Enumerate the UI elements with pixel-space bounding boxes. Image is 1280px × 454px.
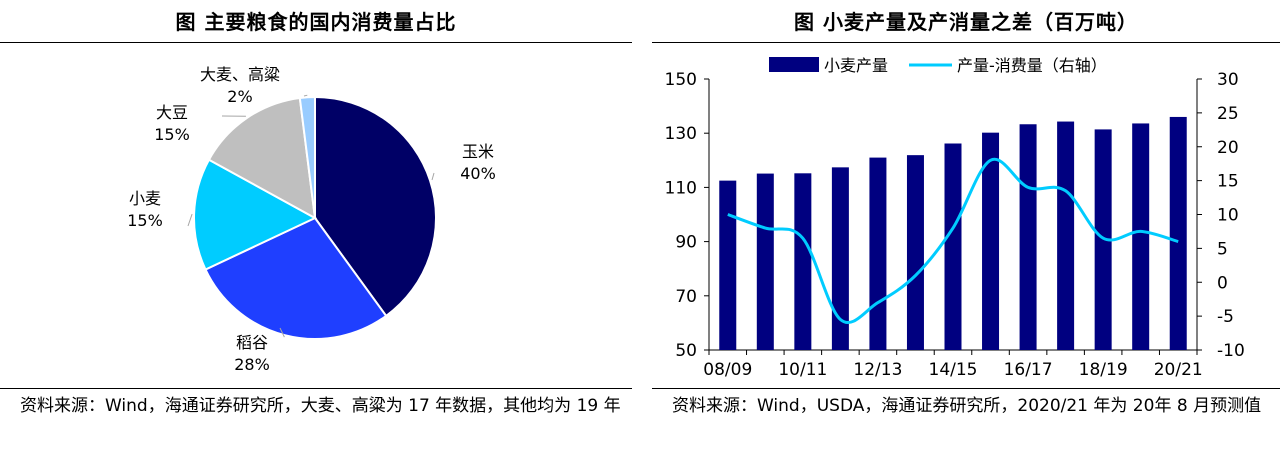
x-tick-label-6: 14/15 xyxy=(929,360,978,380)
pie-title-rule xyxy=(0,42,632,43)
left-y-tick-label-2: 90 xyxy=(675,233,697,253)
wheat-production-bar-2 xyxy=(794,173,812,350)
pie-slice-label-4: 大麦、高粱 xyxy=(200,65,280,84)
pie-slice-2 xyxy=(193,158,318,271)
pie-slice-3 xyxy=(207,96,317,220)
legend-bar-label: 小麦产量 xyxy=(824,56,888,75)
right-y-tick-label-4: 10 xyxy=(1217,206,1239,226)
left-y-tick-label-3: 110 xyxy=(665,178,697,198)
x-tick-label-10: 18/19 xyxy=(1079,360,1128,380)
pie-slice-value-2: 15% xyxy=(127,211,163,230)
pie-slice-value-1: 28% xyxy=(234,355,270,374)
wheat-production-bar-1 xyxy=(756,173,774,350)
wheat-production-bar-9 xyxy=(1057,121,1075,350)
right-y-tick-label-2: 0 xyxy=(1217,273,1228,293)
x-tick-label-2: 10/11 xyxy=(778,360,827,380)
right-y-tick-label-6: 20 xyxy=(1217,138,1239,158)
pie-leader-line-0 xyxy=(431,172,435,181)
right-y-tick-label-1: -5 xyxy=(1217,307,1234,327)
pie-chart-title: 图 主要粮食的国内消费量占比 xyxy=(175,10,457,34)
wheat-production-bar-7 xyxy=(982,132,1000,350)
combo-source-note: 资料来源：Wind，USDA，海通证券研究所，2020/21 年为 20年 8 … xyxy=(672,396,1262,416)
pie-slice-1 xyxy=(204,216,388,340)
wheat-production-bar-5 xyxy=(906,155,924,350)
pie-leader-line-1 xyxy=(279,327,285,338)
pie-slice-value-0: 40% xyxy=(460,164,496,183)
x-tick-label-4: 12/13 xyxy=(853,360,902,380)
left-y-tick-label-0: 50 xyxy=(675,341,697,361)
x-tick-label-0: 08/09 xyxy=(703,360,752,380)
pie-leader-line-4 xyxy=(303,94,308,97)
combo-source-rule xyxy=(652,388,1280,389)
wheat-production-bar-6 xyxy=(944,143,962,350)
pie-slice-label-0: 玉米 xyxy=(462,142,494,161)
left-y-tick-label-4: 130 xyxy=(665,124,697,144)
pie-slice-label-1: 稻谷 xyxy=(236,333,268,352)
wheat-production-bar-8 xyxy=(1019,124,1037,351)
left-y-tick-label-1: 70 xyxy=(675,287,697,307)
combo-chart-title: 图 小麦产量及产消量之差（百万吨） xyxy=(794,10,1138,34)
pie-panel: 图 主要粮食的国内消费量占比 玉米 40% 稻谷 28% 小麦 15% 大豆 15% 大麦、高粱… xyxy=(0,0,632,454)
wheat-production-bar-0 xyxy=(719,180,737,350)
pie-source-note: 资料来源：Wind，海通证券研究所，大麦、高粱为 17 年数据，其他均为 19 … xyxy=(20,396,621,416)
pie-slice-4 xyxy=(298,95,316,219)
wheat-production-bar-11 xyxy=(1132,123,1150,350)
wheat-production-bar-12 xyxy=(1169,116,1187,350)
pie-slice-value-3: 15% xyxy=(154,125,190,144)
legend-line-label: 产量-消费量（右轴） xyxy=(957,56,1107,75)
pie-leader-line-2 xyxy=(187,213,193,227)
pie-slice-label-2: 小麦 xyxy=(129,189,161,208)
right-y-tick-label-0: -10 xyxy=(1217,341,1245,361)
x-tick-label-8: 16/17 xyxy=(1004,360,1053,380)
legend-bar-swatch xyxy=(769,57,819,72)
right-y-tick-label-3: 5 xyxy=(1217,239,1228,259)
pie-source-rule xyxy=(0,388,632,389)
bar-line-panel: 图 小麦产量及产消量之差（百万吨） 50 70 90 110 130 150 -10 -5 0 5… xyxy=(652,0,1280,454)
pie-slice-label-3: 大豆 xyxy=(156,103,188,122)
wheat-production-bar-3 xyxy=(831,167,849,350)
pie-chart: 玉米 40% 稻谷 28% 小麦 15% 大豆 15% 大麦、高粱 2% xyxy=(127,65,496,374)
right-y-tick-label-5: 15 xyxy=(1217,172,1239,192)
combo-chart: 50 70 90 110 130 150 -10 -5 0 5 10 15 20 25 30 08/09 10/… xyxy=(665,56,1245,380)
pie-slice-0 xyxy=(314,95,437,318)
left-y-tick-label-5: 150 xyxy=(665,70,697,90)
combo-title-rule xyxy=(652,42,1280,43)
right-y-tick-label-8: 30 xyxy=(1217,70,1239,90)
x-tick-label-12: 20/21 xyxy=(1154,360,1203,380)
wheat-production-bar-4 xyxy=(869,157,887,350)
pie-slice-value-4: 2% xyxy=(227,87,252,106)
right-y-tick-label-7: 25 xyxy=(1217,104,1239,124)
